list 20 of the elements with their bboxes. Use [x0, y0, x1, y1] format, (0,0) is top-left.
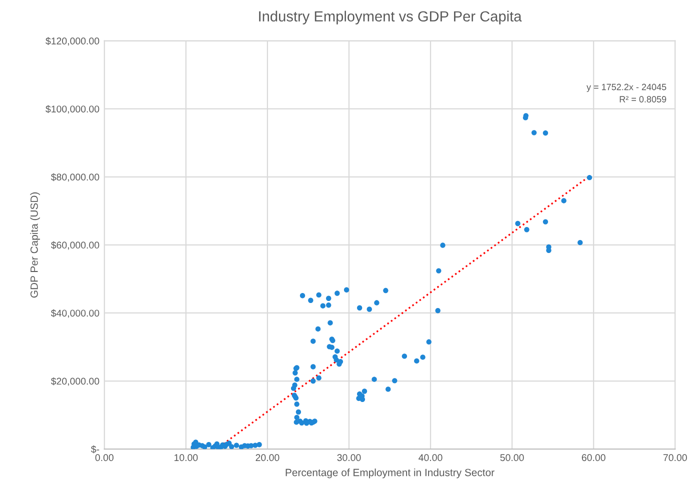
y-tick-label: $60,000.00: [50, 241, 100, 250]
x-tick-label: 20.00: [256, 454, 280, 462]
annotation: R² = 0.8059: [620, 96, 666, 102]
annotation: y = 1752.2x - 24045: [586, 84, 666, 92]
y-tick-label: $40,000.00: [50, 309, 100, 318]
y-tick-label: $-: [91, 445, 100, 454]
y-axis-title: GDP Per Capita (USD): [30, 192, 40, 298]
x-tick-label: 60.00: [582, 454, 606, 462]
y-tick-label: $120,000.00: [46, 37, 100, 46]
x-tick-label: 50.00: [500, 454, 524, 462]
x-axis-title: Percentage of Employment in Industry Sector: [286, 468, 494, 478]
x-tick-label: 10.00: [174, 454, 198, 462]
x-tick-label: 40.00: [418, 454, 442, 462]
x-tick-label: 30.00: [337, 454, 361, 462]
y-tick-label: $20,000.00: [50, 377, 100, 386]
x-tick-label: 70.00: [663, 454, 687, 462]
y-tick-label: $80,000.00: [50, 173, 100, 182]
x-tick-label: 0.00: [95, 454, 114, 462]
chart-title: Industry Employment vs GDP Per Capita: [259, 10, 522, 24]
y-tick-label: $100,000.00: [46, 105, 100, 114]
